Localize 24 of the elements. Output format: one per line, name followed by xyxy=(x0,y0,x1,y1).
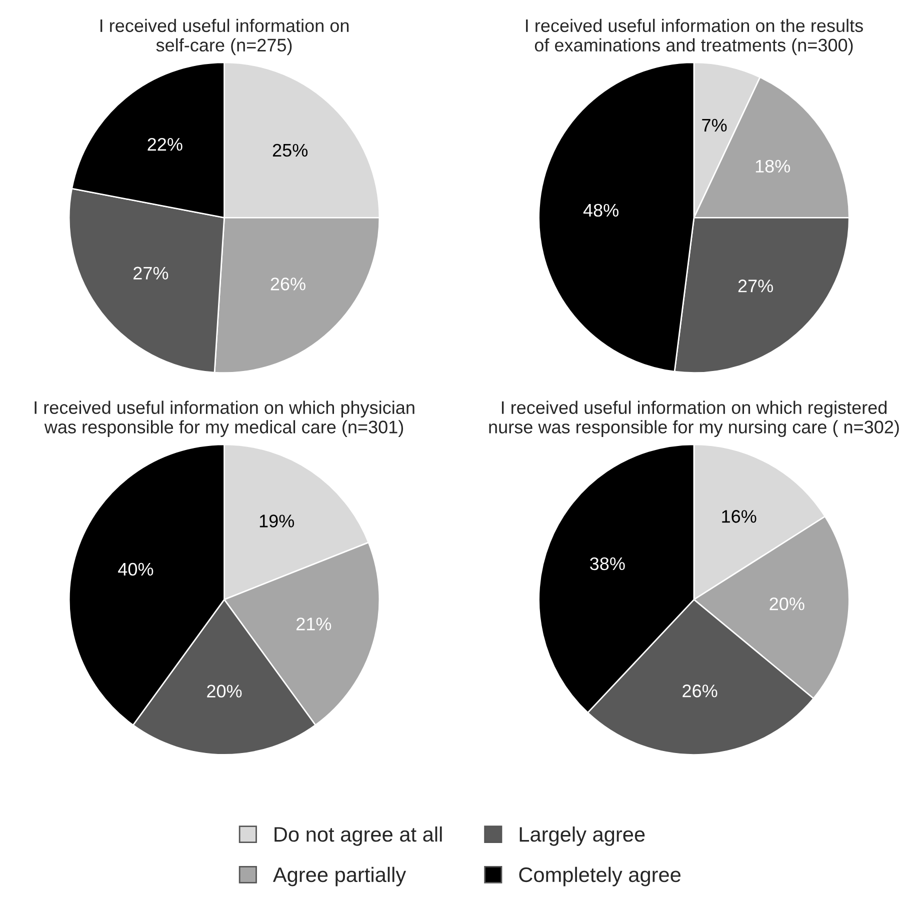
legend-label: Agree partially xyxy=(272,866,406,886)
legend-label: Largely agree xyxy=(520,826,645,846)
data-label: 40% xyxy=(118,562,154,576)
chart-title: I received useful information on the results of examinations and treatments (n=300) xyxy=(526,18,863,56)
chart-title: I received useful information on which physician was responsible for my medical care (n=301) xyxy=(34,400,414,438)
data-label: 7% xyxy=(702,118,727,132)
data-label: 18% xyxy=(756,160,790,173)
data-label: 20% xyxy=(770,597,804,610)
legend-label: Do not agree at all xyxy=(274,826,442,846)
data-label: 27% xyxy=(738,280,773,292)
data-label: 22% xyxy=(148,138,182,151)
data-label: 19% xyxy=(260,514,294,528)
data-label: 25% xyxy=(272,144,308,157)
data-label: 48% xyxy=(583,204,618,217)
legend-label: Completely agree xyxy=(519,866,681,886)
data-label: 16% xyxy=(722,510,756,523)
chart-title: I received useful information on self-care (n=275) xyxy=(100,18,349,56)
data-label: 26% xyxy=(682,684,718,698)
chart-title: I received useful information on which registered nurse was responsible for my nursing care ( n=302) xyxy=(489,400,899,438)
data-label: 27% xyxy=(134,266,168,280)
data-label: 26% xyxy=(270,278,306,290)
data-label: 20% xyxy=(207,684,242,698)
data-label: 21% xyxy=(296,618,332,630)
data-label: 38% xyxy=(590,557,625,570)
